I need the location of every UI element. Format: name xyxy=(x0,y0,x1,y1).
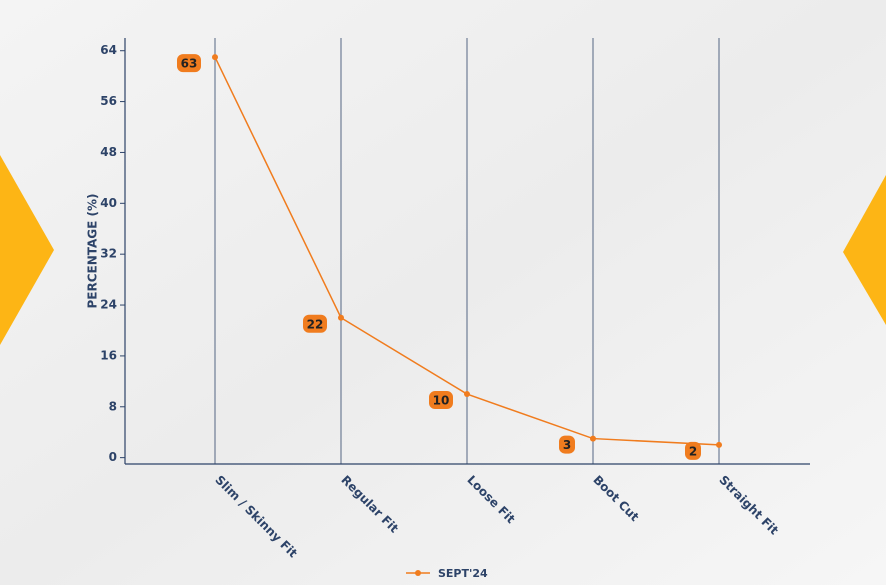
legend-label: SEPT'24 xyxy=(438,567,488,580)
point xyxy=(716,441,722,448)
y-axis-label: PERCENTAGE (%) xyxy=(86,193,100,308)
data-label-badge xyxy=(429,391,453,410)
y-tick-label: 8 xyxy=(109,399,117,413)
point xyxy=(212,54,218,61)
point xyxy=(464,391,470,398)
decoration xyxy=(0,155,54,345)
decoration xyxy=(843,175,886,325)
data-label: 2 xyxy=(689,444,697,458)
y-tick-label: 48 xyxy=(100,145,117,159)
data-label: 10 xyxy=(433,394,450,408)
y-tick-label: 16 xyxy=(100,348,117,362)
data-label-badge xyxy=(177,54,201,73)
y-tick-label: 64 xyxy=(100,43,117,57)
data-label-badge xyxy=(685,441,701,460)
data-label: 22 xyxy=(307,317,324,331)
y-tick-label: 32 xyxy=(100,247,117,261)
y-tick-label: 24 xyxy=(100,298,117,312)
y-tick-label: 40 xyxy=(100,196,117,210)
data-label-badge xyxy=(559,435,575,454)
point xyxy=(590,435,596,442)
y-tick-label: 0 xyxy=(109,450,117,464)
data-label: 63 xyxy=(181,57,198,71)
y-tick-label: 56 xyxy=(100,94,117,108)
legend-marker xyxy=(415,570,421,576)
data-label-badge xyxy=(303,314,327,333)
data-label: 3 xyxy=(563,438,571,452)
point xyxy=(338,314,344,321)
